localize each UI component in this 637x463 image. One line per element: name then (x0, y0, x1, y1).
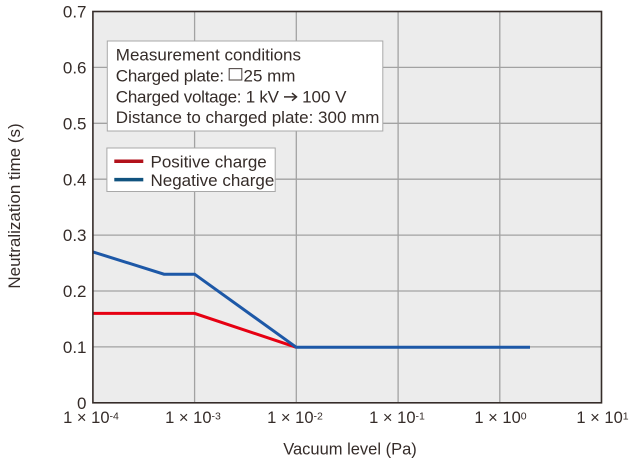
svg-text:1 × 10-2: 1 × 10-2 (267, 409, 323, 427)
svg-text:25 mm: 25 mm (244, 67, 296, 86)
svg-text:0.1: 0.1 (63, 338, 87, 357)
svg-text:1 × 100: 1 × 100 (474, 409, 526, 427)
svg-text:0.6: 0.6 (63, 59, 87, 78)
svg-text:0.3: 0.3 (63, 226, 87, 245)
svg-text:0.4: 0.4 (63, 170, 87, 189)
svg-text:1 × 10-4: 1 × 10-4 (63, 409, 119, 427)
svg-text:1 × 101: 1 × 101 (576, 409, 628, 427)
svg-text:Neutralization time (s): Neutralization time (s) (5, 123, 24, 288)
svg-text:1 × 10-3: 1 × 10-3 (165, 409, 221, 427)
svg-text:0: 0 (77, 394, 86, 413)
svg-text:0.5: 0.5 (63, 114, 87, 133)
svg-text:Measurement conditions: Measurement conditions (116, 46, 301, 65)
svg-text:Negative charge: Negative charge (151, 171, 275, 190)
svg-text:Distance to charged plate: 300: Distance to charged plate: 300 mm (116, 108, 380, 127)
svg-text:100 V: 100 V (302, 87, 347, 106)
svg-text:Positive charge: Positive charge (151, 152, 267, 171)
svg-text:0.2: 0.2 (63, 282, 87, 301)
svg-text:0.7: 0.7 (63, 3, 87, 22)
svg-text:Vacuum level (Pa): Vacuum level (Pa) (283, 440, 417, 458)
svg-text:Charged voltage: 1 kV: Charged voltage: 1 kV (116, 87, 280, 106)
svg-text:Charged plate:: Charged plate: (116, 67, 224, 86)
svg-text:1 × 10-1: 1 × 10-1 (369, 409, 425, 427)
